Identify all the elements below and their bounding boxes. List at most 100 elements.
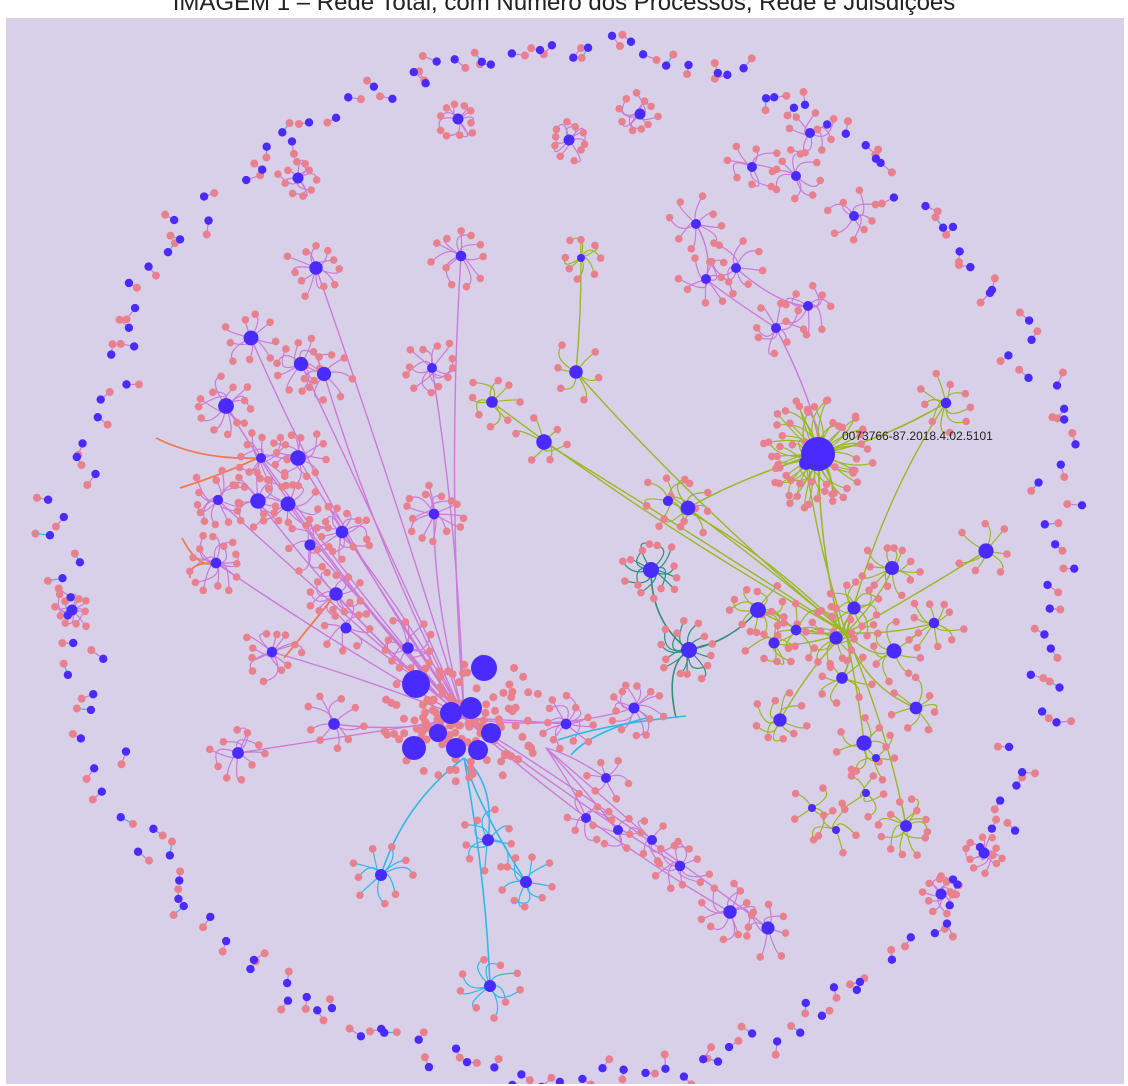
party-node bbox=[462, 841, 471, 849]
process-node bbox=[313, 1006, 322, 1015]
party-node bbox=[752, 721, 761, 730]
party-node bbox=[579, 128, 588, 137]
network-graph[interactable]: 0073766-87.2018.4.02.5101 bbox=[6, 18, 1124, 1084]
process-node bbox=[876, 158, 885, 168]
party-node bbox=[640, 97, 649, 105]
party-node bbox=[617, 725, 626, 734]
party-node bbox=[511, 703, 520, 712]
party-node bbox=[482, 756, 491, 765]
process-node bbox=[805, 128, 815, 138]
party-node bbox=[1003, 550, 1011, 558]
party-node bbox=[764, 438, 773, 446]
party-node bbox=[924, 897, 933, 905]
party-node bbox=[779, 619, 788, 627]
party-node bbox=[481, 709, 490, 718]
party-node bbox=[969, 864, 978, 872]
party-node bbox=[259, 510, 268, 519]
process-node bbox=[773, 713, 787, 727]
party-node bbox=[657, 584, 665, 593]
process-node bbox=[340, 622, 352, 634]
process-node bbox=[761, 921, 775, 935]
party-node bbox=[425, 647, 434, 655]
party-node bbox=[792, 290, 800, 298]
process-node bbox=[179, 901, 188, 911]
party-node bbox=[971, 566, 980, 575]
party-node bbox=[869, 642, 878, 651]
party-node bbox=[962, 844, 970, 853]
process-node bbox=[945, 901, 954, 910]
process-node bbox=[218, 398, 234, 414]
party-node bbox=[425, 481, 433, 490]
party-node bbox=[687, 1080, 696, 1084]
party-node bbox=[362, 610, 371, 618]
party-node bbox=[818, 690, 827, 698]
party-node bbox=[284, 166, 292, 175]
party-node bbox=[771, 478, 779, 487]
process-node bbox=[204, 216, 213, 225]
party-node bbox=[719, 935, 728, 944]
party-node bbox=[256, 474, 265, 483]
party-node bbox=[340, 354, 349, 362]
party-node bbox=[600, 839, 609, 848]
party-node bbox=[209, 532, 217, 541]
party-node bbox=[480, 866, 489, 875]
party-node bbox=[218, 947, 227, 956]
party-node bbox=[843, 117, 852, 126]
party-node bbox=[338, 646, 347, 655]
party-node bbox=[437, 492, 446, 501]
party-node bbox=[459, 669, 468, 678]
party-node bbox=[667, 543, 676, 551]
party-node bbox=[610, 693, 618, 701]
party-node bbox=[402, 856, 410, 865]
party-node bbox=[863, 445, 872, 453]
party-node bbox=[855, 693, 863, 701]
party-node bbox=[464, 719, 473, 728]
party-node bbox=[632, 88, 641, 97]
process-node bbox=[1070, 564, 1079, 573]
party-node bbox=[966, 838, 974, 847]
party-node bbox=[349, 859, 358, 867]
party-node bbox=[787, 476, 795, 484]
party-node bbox=[348, 375, 357, 383]
party-node bbox=[829, 114, 838, 123]
party-node bbox=[605, 1055, 614, 1064]
party-node bbox=[674, 274, 683, 283]
party-node bbox=[336, 392, 345, 401]
party-node bbox=[312, 176, 321, 184]
party-node bbox=[895, 798, 904, 806]
party-node bbox=[226, 338, 235, 347]
party-node bbox=[563, 440, 571, 449]
party-node bbox=[497, 863, 505, 871]
party-node bbox=[847, 772, 856, 780]
party-node bbox=[612, 794, 621, 803]
party-node bbox=[687, 245, 695, 253]
process-node bbox=[841, 129, 851, 138]
party-node bbox=[898, 850, 907, 859]
party-node bbox=[594, 373, 603, 382]
party-node bbox=[232, 550, 240, 559]
party-node bbox=[344, 735, 353, 744]
party-node bbox=[901, 942, 910, 951]
party-node bbox=[837, 728, 845, 736]
party-node bbox=[773, 421, 781, 429]
party-node bbox=[354, 611, 363, 619]
party-node bbox=[615, 42, 624, 51]
party-node bbox=[297, 648, 306, 657]
network-edge bbox=[283, 593, 337, 659]
party-node bbox=[592, 835, 601, 844]
process-node bbox=[452, 113, 464, 125]
party-node bbox=[882, 742, 890, 751]
party-node bbox=[785, 491, 794, 500]
party-node bbox=[738, 620, 746, 629]
process-node bbox=[388, 94, 397, 104]
process-node bbox=[210, 557, 222, 569]
party-node bbox=[942, 230, 951, 239]
party-node bbox=[368, 845, 377, 853]
party-node bbox=[353, 641, 361, 650]
party-node bbox=[678, 880, 687, 889]
party-node bbox=[234, 498, 243, 507]
network-canvas[interactable]: 0073766-87.2018.4.02.5101 bbox=[6, 18, 1124, 1084]
process-node bbox=[885, 561, 899, 575]
party-node bbox=[467, 231, 475, 240]
party-node bbox=[330, 280, 339, 289]
